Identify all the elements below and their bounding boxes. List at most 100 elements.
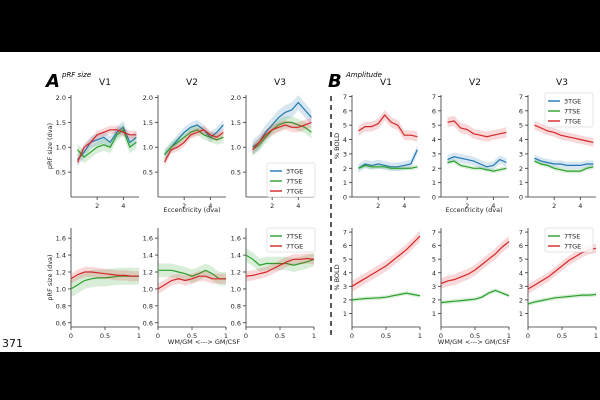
b-top-v2-7tge-line: [447, 120, 507, 138]
a-bottom-v2-xtick-label: 1: [224, 332, 228, 340]
b-top-v1-ytick-label: 6: [343, 107, 347, 115]
b-top-v1-ytick-label: 3: [343, 150, 347, 158]
a-top-v3-ytick-label: 1.0: [231, 144, 241, 152]
b-top-v3-ytick-label: 2: [519, 165, 523, 173]
b-bottom-xlabel: WM/GM <---> GM/CSF: [438, 338, 510, 346]
a-bottom-v2-ytick-label: 1.6: [143, 235, 153, 243]
b-bottom-v2-ytick-label: 6: [432, 242, 436, 250]
subplot-b-top-v1: 0 1 2 3 4 5 6 7 2 4 V1: [343, 78, 420, 210]
subplot-a-top-v1: 0.5 1.0 1.5 2.0 2 4 V1: [56, 78, 139, 210]
subplot-b-top-v3: 0 1 2 3 4 5 6 7 2 4 V3: [519, 78, 596, 210]
a-bottom-v3-7tge-error-band: [246, 253, 314, 282]
b-top-v1-ytick-label: 5: [343, 122, 347, 130]
a-bottom-v2-ytick-label: 1.2: [143, 269, 153, 277]
a-top-v2-ytick-label: 1.5: [143, 119, 153, 127]
a-bottom-v2-7tse-line: [158, 269, 226, 280]
b-top-v2-3tge-error-band: [447, 152, 507, 172]
a-top-v1-3tge-line: [77, 126, 137, 161]
b-bottom-v2-xtick-label: 1: [507, 332, 511, 340]
a-bottom-v2-7tge-line: [157, 275, 226, 290]
a-bottom-v2-ytick-label: 0.6: [143, 319, 153, 327]
b-bottom-v3-7tse-line: [527, 293, 597, 305]
a-bottom-v1-xtick-label: 0: [69, 332, 73, 340]
a-top-v2-7tse-line: [164, 129, 224, 156]
a-top-v1-xtick-label: 4: [121, 202, 125, 210]
bottom-letterbox-band: [0, 352, 600, 400]
b-top-v1-7tge-line: [358, 114, 418, 138]
a-top-v1-xtick-label: 2: [95, 202, 99, 210]
subplot-b-bottom-v3: 1 2 3 4 5 6 7 0 0.5 1: [519, 228, 598, 340]
b-top-legend: 3TGE 7TSE 7TGE: [544, 92, 594, 128]
b-bottom-v2-ytick-label: 1: [432, 310, 436, 318]
a-bottom-v2-xtick-label: 0: [156, 332, 160, 340]
b-bottom-v3-xtick-label: 0.5: [557, 332, 567, 340]
a-top-v2-ytick-label: 1.0: [143, 144, 153, 152]
a-bottom-v3-xtick-label: 0: [244, 332, 248, 340]
a-top-v1-title: V1: [99, 78, 111, 88]
b-top-v3-xtick-label: 4: [578, 202, 582, 210]
b-bottom-v3-7tse-error-band: [528, 292, 596, 306]
b-bottom-v1-7tge-error-band: [352, 230, 420, 292]
b-top-v3-xtick-label: 2: [552, 202, 556, 210]
b-bottom-v1-7tge-line: [351, 235, 421, 287]
b-top-ylabel: % BOLD: [333, 133, 341, 159]
a-top-v3-3tge-line: [252, 101, 312, 148]
a-bottom-v1-ytick-label: 0.8: [56, 302, 66, 310]
a-bottom-v2-ytick-label: 1.4: [143, 252, 153, 260]
b-top-v3-title: V3: [556, 78, 568, 88]
b-bottom-v3-xtick-label: 0: [526, 332, 530, 340]
b-top-legend-label-7tse: 7TSE: [564, 108, 580, 116]
a-bottom-v3-ytick-label: 1.6: [231, 235, 241, 243]
b-top-v2-xtick-label: 4: [491, 202, 495, 210]
a-top-v1-7tse-error-band: [77, 123, 137, 164]
a-top-v1-ytick-label: 1.5: [56, 119, 66, 127]
b-bottom-v1-ytick-label: 5: [343, 256, 347, 264]
a-top-v1-7tge-error-band: [77, 125, 137, 167]
b-bottom-v3-ytick-label: 6: [519, 242, 523, 250]
a-bottom-v3-7tse-error-band: [246, 248, 314, 272]
a-bottom-v3-ytick-label: 0.6: [231, 319, 241, 327]
b-top-v1-7tge-error-band: [358, 110, 418, 142]
a-top-v2-7tge-error-band: [164, 125, 224, 167]
b-bottom-v3-ytick-label: 1: [519, 310, 523, 318]
b-bottom-v1-xtick-label: 0: [350, 332, 354, 340]
a-bottom-ylabel: pRF size (dva): [46, 254, 54, 300]
a-bottom-v1-7tge-error-band: [71, 266, 139, 284]
b-bottom-v1-xtick-label: 1: [418, 332, 422, 340]
panel-b-letter: B: [328, 71, 342, 92]
b-top-v3-7tge-error-band: [534, 120, 594, 147]
b-bottom-v2-ytick-label: 5: [432, 256, 436, 264]
a-bottom-v1-xtick-label: 1: [137, 332, 141, 340]
a-top-v1-ytick-label: 2.0: [56, 94, 66, 102]
b-bottom-v2-7tge-line: [440, 241, 510, 285]
chart-b-top: 0 1 2 3 4 5 6 7 2 4 V1 0 1 2 3 4 5 6 7 2 4 V2 0 1 2 3 4 5 6 7 2 4 V3 % BO…: [333, 78, 596, 214]
chart-a-bottom: 0.60.81.01.21.41.60 0.5 10.60.81.01.21.41.…: [46, 227, 316, 346]
b-top-v3-ytick-label: 7: [519, 93, 523, 101]
subplot-a-bottom-v1: 0.6 0.8 1.0 1.2 1.4 1.6 0 0.5 1: [56, 228, 141, 340]
b-top-v1-ytick-label: 4: [343, 136, 347, 144]
a-top-v1-ytick-label: 1.0: [56, 144, 66, 152]
b-bottom-v2-7tse-error-band: [441, 288, 509, 305]
a-top-v2-xtick-label: 4: [208, 202, 212, 210]
b-bottom-v1-ytick-label: 1: [343, 310, 347, 318]
a-bottom-v2-xtick-label: 0.5: [187, 332, 197, 340]
subplot-b-bottom-v1: 1 2 3 4 5 6 7 0 0.5 1: [343, 228, 422, 340]
b-bottom-v3-7tge-error-band: [528, 243, 596, 294]
subplot-a-bottom-v3: 0.6 0.8 1.0 1.2 1.4 1.6 0 0.5 1: [231, 228, 316, 340]
b-top-v2-ytick-label: 2: [432, 165, 436, 173]
b-top-v2-ytick-label: 0: [432, 194, 436, 202]
a-top-v3-7tge-line: [252, 121, 312, 151]
a-bottom-legend-label-7tge: 7TGE: [286, 243, 303, 251]
b-bottom-v3-ytick-label: 7: [519, 229, 523, 237]
a-top-v2-3tge-error-band: [164, 119, 224, 160]
b-bottom-v1-ytick-label: 6: [343, 242, 347, 250]
a-top-v3-xtick-label: 2: [270, 202, 274, 210]
a-top-legend: 3TGE 7TSE 7TGE: [266, 162, 316, 198]
b-bottom-v1-ytick-label: 4: [343, 269, 347, 277]
b-top-v2-ytick-label: 3: [432, 150, 436, 158]
line-number: 371: [2, 337, 23, 350]
a-top-v1-7tse-line: [77, 128, 137, 159]
a-top-v2-3tge-line: [164, 124, 224, 156]
a-bottom-v1-ytick-label: 1.4: [56, 252, 66, 260]
b-bottom-v1-7tse-line: [351, 292, 421, 301]
